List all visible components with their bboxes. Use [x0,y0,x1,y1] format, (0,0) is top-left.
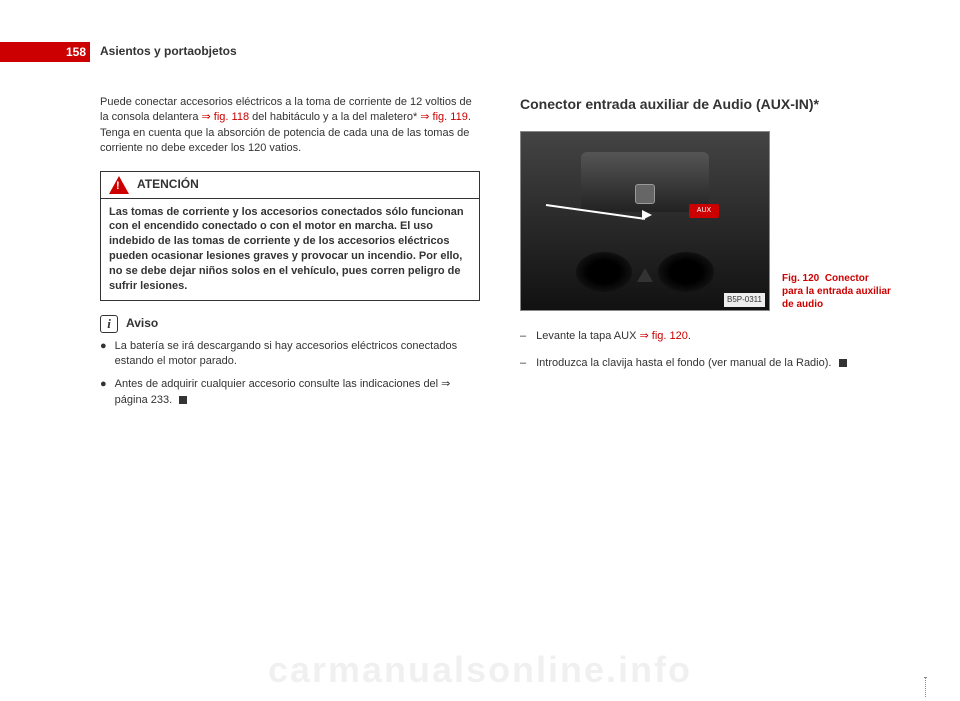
step-2-text: Introduzca la clavija hasta el fondo (ve… [536,356,846,371]
right-column: Conector entrada auxiliar de Audio (AUX-… [520,95,900,416]
content-columns: Puede conectar accesorios eléctricos a l… [100,95,900,416]
fig-ref-118: ⇒ fig. 118 [202,111,250,123]
watermark: carmanualsonline.info [0,649,960,691]
warning-title: ATENCIÓN [137,176,199,193]
step1-a: Levante la tapa AUX [536,330,639,342]
cupholder-right-graphic [658,252,714,292]
intro-text-b: del habitáculo y a la del maletero* [249,111,420,123]
step1-b: . [688,330,691,342]
arrow-head-icon [642,210,652,220]
step-1: – Levante la tapa AUX ⇒ fig. 120. [520,329,900,344]
bullet-mark: ● [100,339,107,370]
aviso-text-2: Antes de adquirir cualquier accesorio co… [115,377,480,408]
section-header: Asientos y portaobjetos [100,44,237,58]
aviso-header: i Aviso [100,315,480,333]
page-corner-mark [924,677,926,697]
figure-caption: Fig. 120 Conector para la entrada auxili… [782,272,892,311]
aux-section-title: Conector entrada auxiliar de Audio (AUX-… [520,95,900,115]
step-2: – Introduzca la clavija hasta el fondo (… [520,356,900,371]
warning-header: ATENCIÓN [101,172,479,199]
aviso-title: Aviso [126,315,158,332]
aux-label: AUX [689,204,719,218]
aviso-text-1: La batería se irá descargando si hay acc… [115,339,480,370]
aviso-bullet-1: ● La batería se irá descargando si hay a… [100,339,480,370]
warning-body: Las tomas de corriente y los accesorios … [101,199,479,300]
step-1-text: Levante la tapa AUX ⇒ fig. 120. [536,329,691,344]
bullet-mark: ● [100,377,107,408]
step-dash: – [520,329,526,344]
info-icon: i [100,315,118,333]
aviso-text-2-content: Antes de adquirir cualquier accesorio co… [115,378,451,405]
figure-image: AUX B5P-0311 [520,131,770,311]
step-dash: – [520,356,526,371]
page-number-tab: 158 [0,42,90,62]
end-square-icon [839,359,847,367]
warning-triangle-icon [109,176,129,194]
fig-ref-119: ⇒ fig. 119 [420,111,468,123]
warning-box: ATENCIÓN Las tomas de corriente y los ac… [100,171,480,301]
hazard-button-graphic [637,268,653,282]
intro-paragraph: Puede conectar accesorios eléctricos a l… [100,95,480,157]
end-square-icon [179,396,187,404]
figure-number: Fig. 120 [782,273,819,284]
left-column: Puede conectar accesorios eléctricos a l… [100,95,480,416]
aviso-bullet-2: ● Antes de adquirir cualquier accesorio … [100,377,480,408]
photo-id-tag: B5P-0311 [724,293,765,306]
callout-arrow [546,190,666,220]
figure-row: AUX B5P-0311 Fig. 120 Conector para la e… [520,131,900,311]
fig-ref-120: ⇒ fig. 120 [639,330,687,342]
cupholder-left-graphic [576,252,632,292]
arrow-line [546,204,645,220]
step2-content: Introduzca la clavija hasta el fondo (ve… [536,357,831,369]
